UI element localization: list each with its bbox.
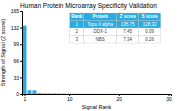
bar xyxy=(37,93,41,94)
table-text: 2 xyxy=(75,29,78,34)
table-cell xyxy=(117,36,139,44)
table-text: 7.45 xyxy=(123,29,132,34)
bar xyxy=(42,93,46,94)
bar xyxy=(147,93,151,94)
x-axis-title: Signal Rank xyxy=(82,104,112,110)
y-tick-mark xyxy=(20,61,22,62)
table-text: 7.34 xyxy=(123,37,132,42)
bar xyxy=(67,93,71,94)
table-text: Z score xyxy=(120,14,137,19)
y-tick-mark xyxy=(20,77,22,78)
y-tick-mark xyxy=(20,94,22,95)
bar xyxy=(112,93,116,94)
table-cell xyxy=(117,13,139,21)
bar xyxy=(87,93,91,94)
bar xyxy=(127,93,131,94)
bar xyxy=(82,93,86,94)
bar xyxy=(162,93,166,94)
bar xyxy=(142,93,146,94)
bar xyxy=(152,93,156,94)
y-tick: 33 xyxy=(13,75,22,81)
bar xyxy=(27,90,31,94)
y-tick-label: 165 xyxy=(11,8,20,14)
x-axis: 1 10 20 30 xyxy=(23,94,173,102)
bars xyxy=(22,26,170,94)
y-tick-mark xyxy=(20,44,22,45)
x-tick: 20 xyxy=(117,94,123,102)
table-text: DDX-1 xyxy=(93,29,107,34)
table-cell xyxy=(84,36,117,44)
bar xyxy=(62,93,66,94)
bar xyxy=(132,93,136,94)
table-cell xyxy=(70,36,84,44)
table-cell xyxy=(139,36,161,44)
bar xyxy=(92,93,96,94)
bar xyxy=(107,93,111,94)
x-tick-label: 1 xyxy=(24,96,27,102)
table-cell xyxy=(117,28,139,36)
y-tick-label: 33 xyxy=(13,75,19,81)
y-tick-label: 66 xyxy=(13,58,19,64)
table-cell xyxy=(84,28,117,36)
table-text: 128.32 xyxy=(143,22,157,27)
table-cell xyxy=(84,21,117,29)
chart: 11020300336699132165RankProteinZ scoreS … xyxy=(0,0,177,111)
table-cell xyxy=(70,28,84,36)
bar xyxy=(102,93,106,94)
table-text: 135.75 xyxy=(121,22,135,27)
y-tick-label: 0 xyxy=(16,91,19,97)
table-text: 3 xyxy=(75,37,78,42)
table-text: Topo II alpha xyxy=(87,22,113,27)
y-tick: 0 xyxy=(16,91,22,97)
table-cell xyxy=(139,28,161,36)
table-text: Protein xyxy=(92,14,108,19)
y-tick: 165 xyxy=(11,8,22,14)
table-cell xyxy=(139,21,161,29)
table-cell xyxy=(84,13,117,21)
x-tick-label: 10 xyxy=(67,96,73,102)
y-tick-mark xyxy=(20,28,22,29)
y-tick: 132 xyxy=(11,25,22,31)
table: Rank Protein Z score S score 1 Topo II alpha 1… xyxy=(70,13,161,43)
table-text: Rank xyxy=(71,14,83,19)
plot: 11020300336699132165RankProteinZ scoreS … xyxy=(11,8,172,101)
bar xyxy=(167,93,171,94)
bar xyxy=(137,93,141,94)
x-axis-line xyxy=(23,95,172,97)
bar xyxy=(77,93,81,94)
y-tick-mark xyxy=(20,11,22,12)
y-tick-label: 99 xyxy=(13,41,19,47)
y-tick-label: 132 xyxy=(11,25,20,31)
bar xyxy=(22,26,26,94)
x-tick-label: 30 xyxy=(166,96,172,102)
bar xyxy=(117,93,121,94)
bar xyxy=(47,93,51,94)
bar xyxy=(122,93,126,94)
table-cell xyxy=(139,13,161,21)
table-text: S score xyxy=(142,14,159,19)
bar xyxy=(157,93,161,94)
bar xyxy=(32,90,36,94)
x-tick: 1 xyxy=(24,94,27,102)
y-axis-title: Strength of Signal (Z score) xyxy=(0,19,6,86)
table-text: 1 xyxy=(75,22,78,27)
x-tick-label: 20 xyxy=(117,96,123,102)
table-text: NBS xyxy=(96,37,105,42)
bar xyxy=(72,93,76,94)
table-cell xyxy=(70,21,84,29)
x-tick: 30 xyxy=(166,94,172,102)
bar xyxy=(97,93,101,94)
y-axis-line xyxy=(20,12,23,95)
y-axis: 0 33 66 99 132 165 xyxy=(11,8,23,97)
table-cell xyxy=(117,21,139,29)
y-tick: 99 xyxy=(13,41,22,47)
y-tick: 66 xyxy=(13,58,22,64)
title: Human Protein Microarray Specificity Val… xyxy=(20,2,157,10)
bar xyxy=(57,93,61,94)
table-text: 0.26 xyxy=(145,37,154,42)
table-cell xyxy=(70,13,84,21)
table-text: 0.09 xyxy=(145,29,154,34)
bar xyxy=(52,93,56,94)
x-tick: 10 xyxy=(67,94,73,102)
